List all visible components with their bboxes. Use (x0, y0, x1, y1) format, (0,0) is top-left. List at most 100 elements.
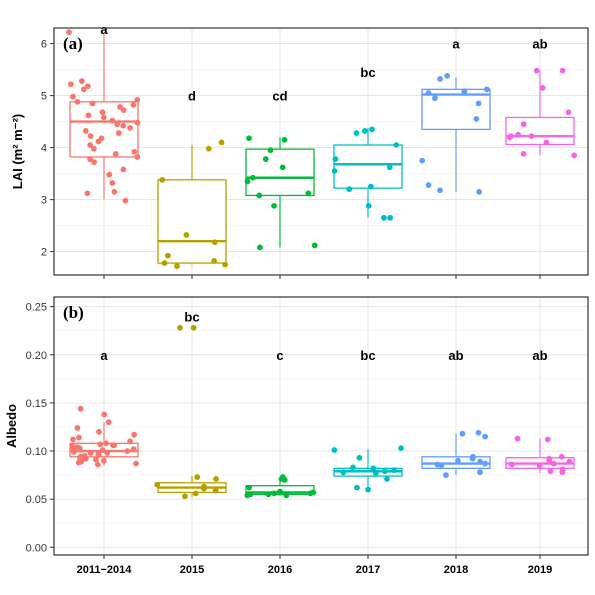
data-point (419, 157, 426, 164)
data-point (249, 174, 256, 181)
data-point (120, 107, 127, 114)
data-point (528, 133, 535, 140)
data-point (77, 453, 84, 460)
data-point (76, 434, 82, 441)
data-point (78, 78, 85, 84)
data-point (387, 214, 394, 221)
data-point (475, 429, 482, 436)
x-tick-label: 2019 (528, 564, 552, 576)
data-point (384, 476, 390, 482)
data-point (559, 67, 566, 74)
data-point (75, 459, 82, 466)
data-point (391, 467, 397, 474)
box (505, 116, 575, 146)
data-point (443, 472, 449, 478)
data-point (213, 476, 220, 482)
data-point (262, 156, 269, 162)
data-point (99, 447, 106, 453)
panel-a-lai: 2 3 4 5 6 a d cd bc a ab (a) LAI (m² m⁻²) (10, 22, 589, 279)
data-point (520, 150, 527, 157)
significance-letter: d (188, 89, 196, 104)
data-point (547, 468, 554, 475)
data-point (133, 460, 139, 467)
data-point (444, 72, 451, 79)
data-point (87, 450, 94, 456)
data-point (174, 263, 180, 270)
x-tick-label: 2011−2014 (77, 564, 133, 576)
data-point (246, 484, 253, 491)
data-point (461, 88, 468, 95)
data-point (369, 126, 375, 133)
data-point (331, 168, 338, 174)
significance-letter: a (100, 22, 108, 37)
y-tick-label: 4 (41, 143, 47, 155)
significance-letter: ab (532, 348, 547, 363)
data-point (506, 134, 513, 141)
panel-border (53, 27, 589, 276)
data-point (131, 148, 138, 155)
data-point (182, 493, 188, 500)
data-point (244, 492, 251, 499)
data-point (455, 457, 461, 464)
x-tick-label: 2015 (180, 564, 204, 576)
data-point (558, 453, 565, 460)
data-point (277, 488, 283, 495)
data-point (267, 147, 274, 154)
x-tick-label: 2017 (356, 564, 380, 576)
data-point (177, 324, 183, 331)
data-point (283, 492, 290, 499)
y-tick-label: 5 (41, 91, 47, 103)
data-point (515, 131, 522, 138)
data-point (365, 202, 372, 209)
plot-area (54, 297, 588, 555)
data-point (281, 477, 288, 483)
data-point (82, 455, 89, 462)
y-tick-label: 0.05 (26, 494, 47, 506)
data-point (109, 180, 116, 186)
data-point (74, 425, 81, 431)
data-point (473, 116, 480, 122)
data-point (305, 190, 312, 197)
significance-letter: ab (448, 348, 463, 363)
data-point (482, 460, 488, 467)
data-point (127, 438, 133, 445)
data-point (91, 159, 98, 166)
data-point (353, 130, 360, 136)
data-point (265, 491, 272, 498)
significance-letter: cd (272, 89, 287, 104)
significance-letter: a (452, 37, 460, 52)
y-tick-label: 0.20 (26, 350, 47, 362)
data-point (271, 202, 277, 209)
data-point (393, 142, 400, 148)
data-point (200, 485, 207, 492)
data-point (222, 261, 229, 268)
significance-letter: a (100, 348, 108, 363)
data-point (101, 411, 108, 418)
data-point (246, 135, 252, 142)
data-point (381, 214, 387, 221)
data-point (476, 188, 483, 195)
y-tick-label: 2 (41, 247, 47, 259)
y-axis-label: LAI (m² m⁻²) (10, 114, 25, 189)
data-point (80, 86, 87, 93)
data-point (87, 133, 94, 140)
data-point (370, 465, 377, 472)
data-point (509, 461, 515, 468)
data-point (361, 128, 368, 134)
data-point (425, 90, 432, 96)
data-point (438, 462, 445, 469)
data-point (546, 457, 553, 464)
data-point (307, 490, 314, 497)
significance-letter: bc (360, 348, 375, 363)
data-point (477, 469, 483, 476)
data-point (97, 441, 104, 448)
data-point (482, 433, 489, 440)
data-point (437, 76, 443, 82)
data-point (76, 445, 83, 452)
data-point (99, 109, 106, 116)
data-point (459, 430, 466, 437)
y-axis-label: Albedo (4, 404, 19, 448)
data-point (381, 468, 388, 475)
data-point (111, 188, 118, 195)
